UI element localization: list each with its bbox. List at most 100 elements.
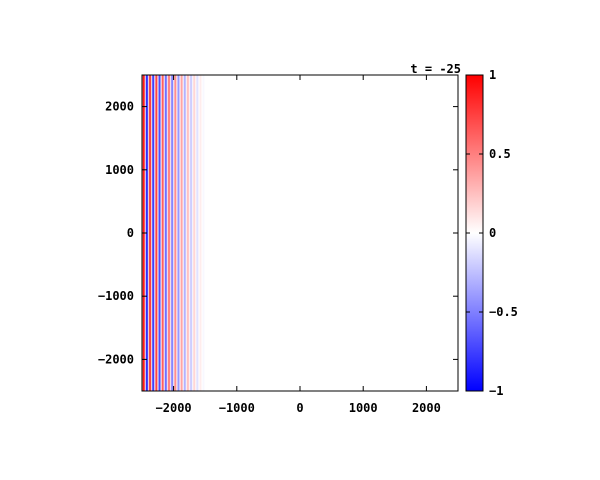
heatmap-stripe bbox=[161, 75, 162, 391]
heatmap-stripe bbox=[169, 75, 171, 391]
heatmap-stripe bbox=[178, 75, 179, 391]
heatmap-stripe bbox=[197, 75, 198, 391]
heatmap-stripe bbox=[175, 75, 177, 391]
heatmap-stripe bbox=[157, 75, 158, 391]
heatmap-stripe bbox=[169, 75, 171, 391]
heatmap-stripe bbox=[162, 75, 164, 391]
heatmap-stripe bbox=[148, 75, 149, 391]
heatmap-stripe bbox=[183, 75, 185, 391]
heatmap-stripe bbox=[199, 75, 201, 391]
heatmap-stripe bbox=[152, 75, 154, 391]
heatmap-stripe bbox=[204, 75, 206, 391]
heatmap-stripe bbox=[174, 75, 176, 391]
heatmap-stripe bbox=[199, 75, 201, 391]
heatmap-stripe bbox=[187, 75, 189, 391]
heatmap-stripe bbox=[189, 75, 191, 391]
colorbar-tick-label: −0.5 bbox=[489, 305, 518, 319]
heatmap-stripe bbox=[172, 75, 173, 391]
y-tick-label: 0 bbox=[127, 226, 134, 240]
heatmap-stripe bbox=[158, 75, 160, 391]
heatmap-stripe bbox=[182, 75, 184, 391]
heatmap-stripe bbox=[153, 75, 155, 391]
heatmap-stripe bbox=[166, 75, 167, 391]
heatmap-stripe bbox=[196, 75, 197, 391]
heatmap-stripe bbox=[162, 75, 164, 391]
heatmap-stripe bbox=[192, 75, 194, 391]
heatmap-stripe bbox=[181, 75, 182, 391]
heatmap-stripe bbox=[159, 75, 161, 391]
heatmap-stripe bbox=[159, 75, 160, 391]
colorbar-tick-label: −1 bbox=[489, 384, 503, 398]
heatmap-stripes bbox=[142, 75, 206, 391]
heatmap-stripe bbox=[193, 75, 195, 391]
heatmap-stripe bbox=[177, 75, 179, 391]
heatmap-stripe bbox=[193, 75, 195, 391]
heatmap-stripe bbox=[152, 75, 154, 391]
heatmap-stripe bbox=[151, 75, 153, 391]
heatmap-stripe bbox=[202, 75, 203, 391]
heatmap-stripe bbox=[171, 75, 173, 391]
x-tick-label: −2000 bbox=[156, 401, 192, 415]
heatmap-stripe bbox=[183, 75, 185, 391]
heatmap-stripe bbox=[154, 75, 156, 391]
heatmap-stripe bbox=[186, 75, 188, 391]
heatmap-stripe bbox=[155, 75, 157, 391]
heatmap-stripe bbox=[178, 75, 180, 391]
x-axis: −2000 −1000 0 1000 2000 bbox=[156, 75, 441, 415]
heatmap-stripe bbox=[190, 75, 191, 391]
heatmap-stripe bbox=[166, 75, 167, 391]
heatmap-stripe bbox=[200, 75, 202, 391]
heatmap-stripe bbox=[168, 75, 169, 391]
heatmap-stripe bbox=[198, 75, 199, 391]
heatmap-stripe bbox=[201, 75, 203, 391]
heatmap-stripe bbox=[195, 75, 196, 391]
heatmap-stripe bbox=[196, 75, 198, 391]
heatmap-stripe bbox=[167, 75, 168, 391]
heatmap-stripe bbox=[190, 75, 192, 391]
heatmap-stripe bbox=[179, 75, 180, 391]
heatmap-stripe bbox=[164, 75, 166, 391]
heatmap-stripe bbox=[204, 75, 206, 391]
heatmap-stripe bbox=[161, 75, 163, 391]
heatmap-stripe bbox=[168, 75, 170, 391]
heatmap-stripe bbox=[188, 75, 189, 391]
heatmap-stripe bbox=[176, 75, 178, 391]
heatmap-stripe bbox=[146, 75, 148, 391]
heatmap-stripe bbox=[173, 75, 175, 391]
heatmap-stripe bbox=[184, 75, 186, 391]
heatmap-stripe bbox=[163, 75, 165, 391]
heatmap-stripe bbox=[170, 75, 171, 391]
heatmap-stripe bbox=[193, 75, 194, 391]
heatmap-stripe bbox=[167, 75, 169, 391]
heatmap-stripe bbox=[185, 75, 186, 391]
heatmap-stripe bbox=[180, 75, 182, 391]
heatmap-stripe bbox=[185, 75, 187, 391]
heatmap-stripe bbox=[194, 75, 196, 391]
heatmap-stripe bbox=[158, 75, 160, 391]
heatmap-stripe bbox=[157, 75, 159, 391]
heatmap-stripe bbox=[147, 75, 148, 391]
heatmap-stripe bbox=[181, 75, 183, 391]
colorbar-tick-label: 0.5 bbox=[489, 147, 511, 161]
heatmap-stripe bbox=[186, 75, 187, 391]
heatmap-stripe bbox=[161, 75, 163, 391]
heatmap-stripe bbox=[182, 75, 183, 391]
heatmap-stripe bbox=[191, 75, 193, 391]
heatmap-stripe bbox=[182, 75, 184, 391]
heatmap-stripe bbox=[195, 75, 197, 391]
heatmap-stripe bbox=[148, 75, 150, 391]
heatmap-stripe bbox=[192, 75, 193, 391]
heatmap-stripe bbox=[191, 75, 192, 391]
x-tick-label: 1000 bbox=[349, 401, 378, 415]
heatmap-stripe bbox=[175, 75, 177, 391]
heatmap-stripe bbox=[203, 75, 204, 391]
heatmap-stripe bbox=[183, 75, 184, 391]
heatmap-stripe bbox=[179, 75, 181, 391]
heatmap-stripe bbox=[152, 75, 153, 391]
y-tick-label: −2000 bbox=[98, 352, 134, 366]
heatmap-stripe bbox=[166, 75, 168, 391]
heatmap-stripe bbox=[194, 75, 195, 391]
heatmap-stripe bbox=[160, 75, 162, 391]
y-tick-label: 2000 bbox=[105, 100, 134, 114]
heatmap-stripe bbox=[195, 75, 197, 391]
